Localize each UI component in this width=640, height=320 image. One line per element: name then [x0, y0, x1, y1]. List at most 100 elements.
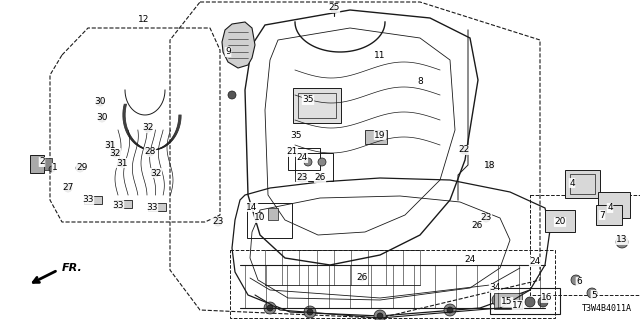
Bar — [545, 210, 575, 232]
Text: 27: 27 — [62, 183, 74, 193]
Circle shape — [304, 158, 312, 166]
Bar — [247, 203, 292, 238]
Circle shape — [76, 164, 84, 172]
Text: 35: 35 — [302, 95, 314, 105]
Circle shape — [486, 161, 494, 169]
Text: 4: 4 — [607, 204, 613, 212]
Bar — [596, 205, 622, 225]
Text: 30: 30 — [94, 98, 106, 107]
Text: 32: 32 — [109, 148, 121, 157]
Text: FR.: FR. — [62, 263, 83, 273]
Text: 26: 26 — [314, 173, 326, 182]
Circle shape — [267, 305, 273, 311]
Text: 31: 31 — [104, 140, 116, 149]
Text: 33: 33 — [147, 204, 157, 212]
Circle shape — [317, 175, 323, 181]
Text: 21: 21 — [286, 148, 298, 156]
Circle shape — [474, 222, 480, 228]
Circle shape — [447, 307, 453, 313]
Text: 24: 24 — [296, 154, 308, 163]
Text: 35: 35 — [291, 131, 301, 140]
Text: 4: 4 — [569, 179, 575, 188]
Text: 26: 26 — [471, 220, 483, 229]
Circle shape — [118, 159, 126, 167]
Text: 20: 20 — [554, 218, 566, 227]
Circle shape — [151, 169, 159, 177]
Circle shape — [538, 297, 548, 307]
Circle shape — [460, 146, 468, 154]
Text: T3W4B4011A: T3W4B4011A — [582, 304, 632, 313]
Circle shape — [495, 297, 501, 303]
Text: 22: 22 — [458, 146, 470, 155]
Bar — [365, 130, 387, 144]
Circle shape — [106, 141, 114, 149]
Circle shape — [374, 310, 386, 320]
Text: 33: 33 — [112, 201, 124, 210]
Bar — [293, 88, 341, 123]
Circle shape — [304, 306, 316, 318]
Text: 10: 10 — [254, 213, 266, 222]
Text: 33: 33 — [83, 196, 93, 204]
Text: 32: 32 — [150, 169, 162, 178]
Text: 23: 23 — [296, 173, 308, 182]
Text: 9: 9 — [225, 47, 231, 57]
Circle shape — [64, 184, 72, 192]
Circle shape — [144, 124, 152, 132]
Circle shape — [228, 91, 236, 99]
Text: 6: 6 — [576, 277, 582, 286]
Text: 7: 7 — [599, 211, 605, 220]
Text: 28: 28 — [144, 148, 156, 156]
Text: 25: 25 — [328, 4, 340, 12]
Bar — [565, 170, 600, 198]
Text: 5: 5 — [591, 291, 597, 300]
Circle shape — [616, 236, 628, 248]
Bar — [268, 208, 278, 220]
Polygon shape — [222, 22, 255, 68]
Circle shape — [146, 148, 154, 156]
Text: 14: 14 — [246, 203, 258, 212]
Text: 24: 24 — [529, 258, 541, 267]
Bar — [288, 148, 320, 170]
Circle shape — [318, 158, 326, 166]
Bar — [114, 200, 132, 208]
Bar — [148, 203, 166, 211]
Circle shape — [571, 275, 581, 285]
Text: 1: 1 — [52, 164, 58, 172]
Text: 12: 12 — [138, 15, 150, 25]
Circle shape — [49, 166, 55, 172]
Text: 23: 23 — [212, 218, 224, 227]
Bar — [30, 155, 44, 173]
Circle shape — [482, 214, 490, 222]
Bar — [570, 174, 595, 194]
Text: 17: 17 — [512, 300, 524, 309]
Circle shape — [264, 302, 276, 314]
Bar — [295, 153, 333, 181]
Text: 32: 32 — [142, 124, 154, 132]
Bar — [598, 192, 630, 218]
Text: 34: 34 — [490, 284, 500, 292]
Circle shape — [525, 297, 535, 307]
Circle shape — [111, 149, 119, 157]
Text: 24: 24 — [465, 255, 476, 265]
Text: 11: 11 — [374, 51, 386, 60]
Text: 15: 15 — [501, 298, 513, 307]
Circle shape — [214, 218, 222, 226]
Circle shape — [298, 174, 306, 182]
Circle shape — [492, 294, 504, 306]
Circle shape — [377, 313, 383, 319]
Text: 2: 2 — [39, 157, 45, 166]
Text: 18: 18 — [484, 161, 496, 170]
Text: 19: 19 — [374, 131, 386, 140]
Circle shape — [96, 98, 104, 106]
Text: 29: 29 — [76, 164, 88, 172]
Text: 26: 26 — [356, 274, 368, 283]
Bar — [298, 93, 336, 118]
Text: 13: 13 — [616, 236, 628, 244]
Circle shape — [587, 288, 597, 298]
Circle shape — [98, 114, 106, 122]
Bar — [84, 196, 102, 204]
Circle shape — [359, 275, 365, 281]
Circle shape — [444, 304, 456, 316]
Circle shape — [307, 309, 313, 315]
Text: 8: 8 — [417, 77, 423, 86]
